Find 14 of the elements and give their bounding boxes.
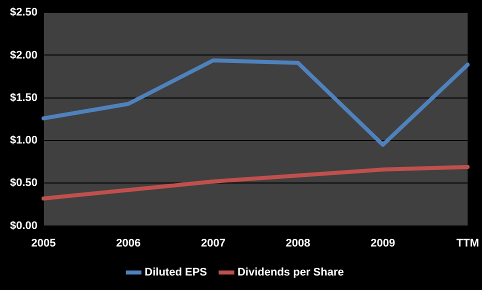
legend-label: Diluted EPS	[144, 266, 207, 279]
y-tick-label: $0.00	[10, 220, 38, 232]
y-tick-label: $0.50	[10, 177, 38, 190]
x-tick-label: 2009	[370, 237, 396, 250]
legend-label: Dividends per Share	[237, 266, 344, 279]
y-tick-label: $2.00	[10, 49, 38, 62]
x-tick-label: 2007	[200, 237, 226, 250]
y-tick-label: $1.00	[10, 134, 38, 147]
y-tick-label: $1.50	[10, 92, 38, 104]
y-tick-label: $2.50	[10, 6, 38, 19]
x-tick-label: 2008	[286, 237, 310, 250]
x-tick-label: TTM	[456, 237, 480, 250]
x-tick-label: 2006	[116, 237, 141, 250]
x-tick-label: 2005	[31, 237, 56, 250]
